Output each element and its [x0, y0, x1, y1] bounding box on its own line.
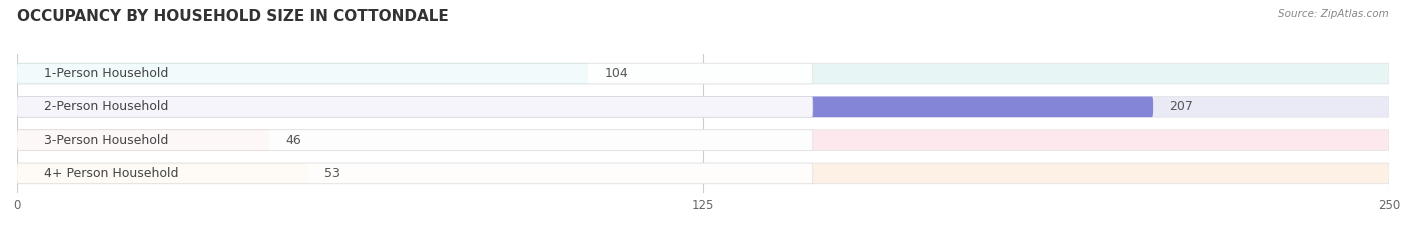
FancyBboxPatch shape [17, 96, 813, 117]
FancyBboxPatch shape [17, 63, 1389, 84]
Text: 46: 46 [285, 134, 301, 147]
FancyBboxPatch shape [17, 130, 813, 151]
FancyBboxPatch shape [17, 163, 1389, 184]
FancyBboxPatch shape [17, 130, 1389, 151]
FancyBboxPatch shape [17, 63, 588, 84]
Text: OCCUPANCY BY HOUSEHOLD SIZE IN COTTONDALE: OCCUPANCY BY HOUSEHOLD SIZE IN COTTONDAL… [17, 9, 449, 24]
Text: 2-Person Household: 2-Person Household [45, 100, 169, 113]
FancyBboxPatch shape [17, 130, 270, 151]
Text: 3-Person Household: 3-Person Household [45, 134, 169, 147]
Text: 104: 104 [605, 67, 628, 80]
Text: 207: 207 [1170, 100, 1194, 113]
FancyBboxPatch shape [17, 163, 813, 184]
Text: 53: 53 [325, 167, 340, 180]
FancyBboxPatch shape [17, 163, 308, 184]
FancyBboxPatch shape [17, 96, 1389, 117]
Text: 1-Person Household: 1-Person Household [45, 67, 169, 80]
Text: 4+ Person Household: 4+ Person Household [45, 167, 179, 180]
Text: Source: ZipAtlas.com: Source: ZipAtlas.com [1278, 9, 1389, 19]
FancyBboxPatch shape [17, 96, 1153, 117]
FancyBboxPatch shape [17, 63, 813, 84]
